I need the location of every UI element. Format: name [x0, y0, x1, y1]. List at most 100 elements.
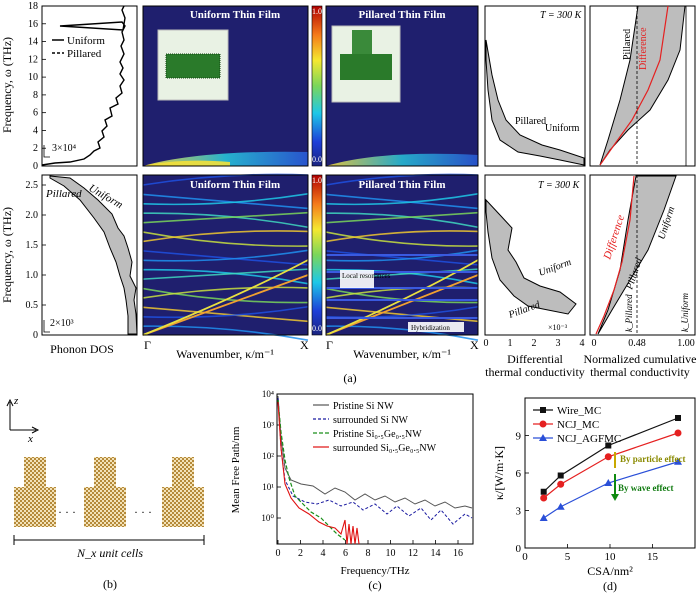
cumulative-top-panel: Pillared Difference [589, 5, 696, 167]
kappa-ylabel: κ/[W/m·K] [492, 446, 506, 500]
dos-top-ytick: 8 [33, 90, 38, 101]
mfp-xtick: 8 [366, 548, 371, 559]
figure-c: Mean Free Path/nm 10⁰ 10¹ 10² 10³ 10⁴ 0 2 4 6 8 1… [225, 388, 480, 595]
mfp-legend-item: Pristine Si₀.₅Ge₀.₅NW [333, 429, 422, 440]
uniform-gamma: Γ [144, 338, 151, 352]
dos-xlabel: Phonon DOS [50, 342, 114, 356]
colorbar-top-max: 1.0 [312, 7, 322, 16]
kappa-point [539, 514, 548, 521]
cumulative-bottom-panel: Difference Pillared Uniform k_Pillared k… [589, 174, 696, 349]
mfp-legend-item: surrounded Si₀.₅Ge₀.₅NW [333, 443, 437, 454]
kappa-point [557, 472, 564, 479]
mfp-xtick: 12 [408, 548, 418, 559]
kappa-xtick: 5 [565, 551, 571, 563]
figure-d: κ/[W/m·K] 0 5 10 15 0 3 6 9 Wire_MC NCJ_MC NCJ_AG… [485, 388, 700, 595]
differential-top-pillared: Pillared [515, 116, 546, 127]
differential-scale: ×10⁻³ [548, 323, 568, 332]
kappa-legend-item: NCJ_MC [557, 419, 599, 431]
dos-top-ytick: 10 [28, 72, 38, 83]
mfp-ytick: 10² [262, 451, 274, 461]
dos-ylabel-bottom: Frequency, ω (THz) [0, 207, 14, 303]
unit-cells-caption: N_x unit cells [76, 546, 143, 560]
dos-top-ytick: 14 [28, 37, 38, 48]
pillared-dispersion-title: Pillared Thin Film [359, 179, 446, 191]
dos-top-curve [41, 5, 126, 166]
figure-a-label: (a) [343, 371, 356, 385]
mfp-pristine-sige [277, 399, 346, 541]
dos-bottom-area [49, 175, 138, 335]
mfp-legend-item: surrounded Si NW [333, 415, 409, 426]
uniform-x: X [300, 338, 309, 352]
dos-top-ytick: 4 [33, 125, 38, 136]
mfp-legend-item: Pristine Si NW [333, 401, 394, 412]
kappa-point [557, 480, 565, 488]
dos-bottom-panel: 00.51.01.52.02.5 Uniform Pillared 2×10³ [26, 174, 138, 341]
colorbar-bottom: 1.0 0.0 [311, 174, 323, 336]
mfp-xlabel: Frequency/THz [340, 565, 409, 577]
kappa-ytick: 6 [516, 468, 522, 480]
dos-ylabel-top: Frequency, ω (THz) [0, 37, 14, 133]
kappa-point [674, 429, 682, 437]
differential-bottom-uniform: Uniform [537, 257, 573, 279]
k-pillared-label: k_Pillared [624, 294, 634, 332]
mfp-surrounded-si [277, 397, 473, 525]
kappa-point [604, 453, 612, 461]
dos-pillared-label: Pillared [45, 188, 82, 200]
cum-top-pillared: Pillared [622, 29, 633, 60]
mfp-xtick: 10 [386, 548, 396, 559]
dos-bottom-scale: 2×10³ [50, 318, 74, 329]
differential-xtick: 2 [532, 338, 537, 349]
kappa-legend-item: NCJ_AGFMC [557, 433, 621, 445]
kappa-point [540, 488, 547, 495]
temperature-bottom: T = 300 K [538, 180, 581, 191]
hybridization-label: Hybridization [411, 324, 450, 332]
mfp-xtick: 0 [276, 548, 281, 559]
local-resonances-label: Local resonances [342, 272, 391, 280]
uniform-dispersion: Uniform Thin Film [142, 173, 309, 341]
kappa-point [540, 494, 548, 502]
mfp-xtick: 16 [453, 548, 463, 559]
pillared-x: X [470, 338, 479, 352]
kappa-series-line [543, 461, 679, 519]
differential-xtick: 4 [580, 338, 585, 349]
mfp-xtick: 6 [343, 548, 348, 559]
dos-top-ytick: 16 [28, 19, 38, 30]
pillared-wavenumber: Wavenumber, κ/m⁻¹ [353, 347, 451, 361]
dos-top-ytick: 12 [28, 54, 38, 65]
dos-top-ytick: 18 [28, 1, 38, 12]
cumulative-xtick: 0.48 [628, 338, 646, 349]
dos-top-ytick: 6 [33, 108, 38, 119]
axis-z-label: z [13, 395, 19, 407]
cumulative-xtick: 0 [592, 338, 597, 349]
dos-bottom-ytick: 0.5 [26, 300, 39, 311]
kappa-series-line [543, 432, 679, 499]
mfp-ylabel: Mean Free Path/nm [230, 426, 242, 513]
cumulative-xlabel-1: Normalized cumulative [584, 352, 697, 366]
kappa-legend-item: Wire_MC [557, 405, 601, 417]
kappa-xtick: 10 [605, 551, 617, 563]
cumulative-xlabel-2: thermal conductivity [590, 365, 690, 379]
colorbar-bottom-min: 0.0 [312, 324, 322, 333]
dos-bottom-ytick: 0 [33, 330, 38, 341]
kappa-series-line [543, 417, 679, 493]
figure-c-label: (c) [368, 578, 381, 592]
differential-xtick: 0 [484, 338, 489, 349]
colorbar-top: 1.0 0.0 [311, 5, 323, 167]
cumulative-xtick: 1.00 [677, 338, 695, 349]
mfp-xtick: 14 [431, 548, 441, 559]
uniform-film-heatmap: Uniform Thin Film [142, 5, 309, 167]
cum-top-difference: Difference [638, 27, 649, 70]
kappa-point [604, 479, 613, 486]
kappa-xtick: 15 [647, 551, 659, 563]
kappa-point [675, 415, 681, 421]
differential-xtick: 3 [556, 338, 561, 349]
csa-xlabel: CSA/nm² [587, 564, 633, 578]
pillared-gamma: Γ [326, 338, 333, 352]
kappa-ytick: 3 [516, 506, 522, 518]
dos-bottom-ytick: 2.5 [26, 180, 39, 191]
by-particle-label: By particle effect [620, 454, 685, 464]
kappa-ytick: 9 [516, 431, 522, 443]
mfp-xtick: 4 [321, 548, 326, 559]
kappa-xtick: 0 [522, 551, 528, 563]
